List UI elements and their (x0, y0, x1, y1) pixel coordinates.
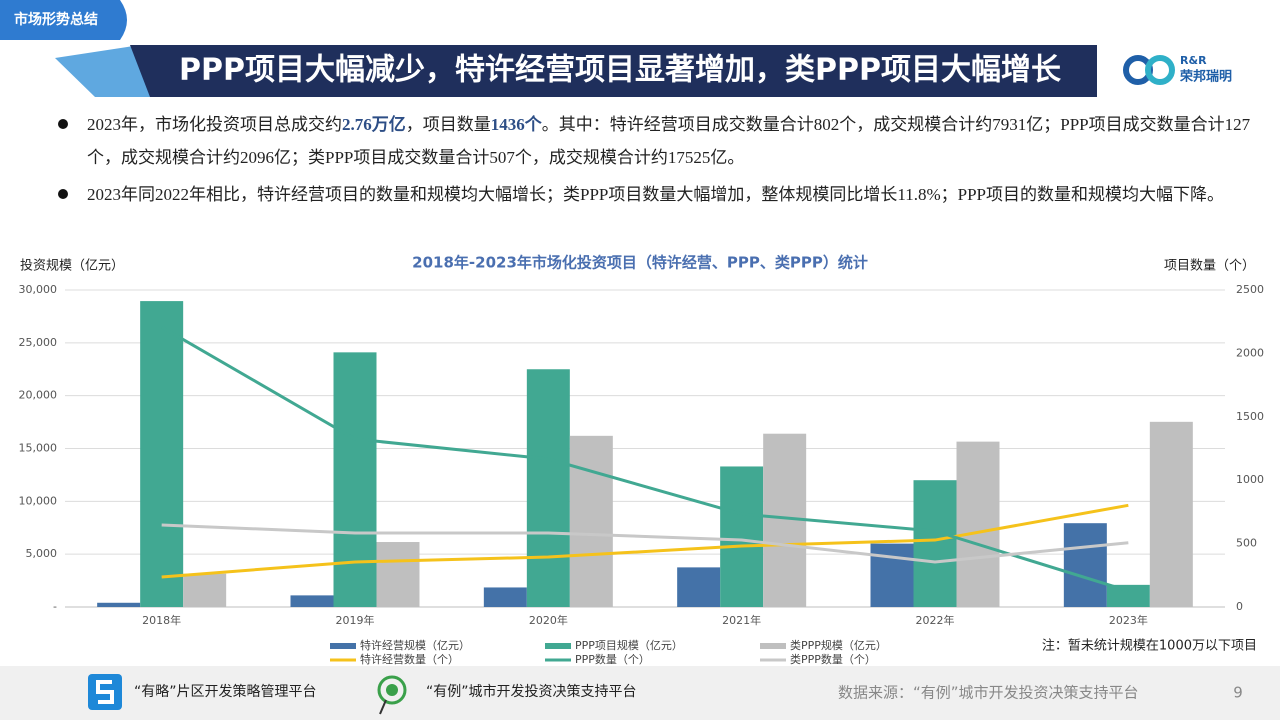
bar (376, 542, 420, 607)
y2-tick-label: 2000 (1236, 346, 1264, 359)
bar (333, 352, 377, 607)
legend-swatch (545, 643, 571, 649)
bullet: 2023年同2022年相比，特许经营项目的数量和规模均大幅增长；类PPP项目数量… (55, 178, 1255, 211)
bullet-text: 。其中：特许经营项目成交数量合计802个，成交规模合计约7931亿；PPP项目成… (87, 115, 1251, 167)
footer-platform: “有略”片区开发策略管理平台 (134, 683, 317, 700)
x-tick-label: 2021年 (722, 613, 761, 627)
y2-axis-label: 项目数量（个） (1164, 259, 1255, 274)
line (161, 523, 1129, 564)
page-number: 9 (1233, 684, 1243, 702)
chart: - 5,000 10,000 15,000 20,000 25,000 30,000 0 500… (19, 283, 1265, 666)
legend-label: 类PPP数量（个） (790, 652, 876, 666)
bullet: 2023年，市场化投资项目总成交约2.76万亿，项目数量1436个。其中：特许经… (55, 108, 1255, 174)
y-tick-label: 20,000 (19, 389, 58, 402)
x-tick-label: 2022年 (916, 613, 955, 627)
bar (677, 567, 721, 607)
logo-ring (1145, 55, 1175, 85)
bar (956, 441, 1000, 607)
bar (140, 301, 184, 607)
bullet-text: 2023年同2022年相比，特许经营项目的数量和规模均大幅增长；类PPP项目数量… (87, 185, 1225, 204)
logo-text: 荣邦瑞明 (1179, 69, 1232, 85)
bullet-text: 2023年，市场化投资项目总成交约 (87, 115, 342, 134)
bullet-emphasis: 2.76万亿 (342, 115, 406, 134)
y2-tick-label: 1500 (1236, 410, 1264, 423)
y2-tick-label: 0 (1236, 600, 1243, 613)
chart-note: 注：暂未统计规模在1000万以下项目 (1042, 639, 1257, 654)
bar (97, 602, 141, 607)
legend-label: 特许经营规模（亿元） (360, 638, 470, 652)
x-tick-label: 2020年 (529, 613, 568, 627)
bullet-emphasis: 1436个 (490, 115, 542, 134)
bar (483, 587, 527, 607)
y-tick-label: 15,000 (19, 442, 58, 455)
slide-title: PPP项目大幅减少，特许经营项目显著增加，类PPP项目大幅增长 (179, 53, 1061, 88)
footer-platform: “有例”城市开发投资决策支持平台 (426, 683, 637, 700)
line (161, 503, 1129, 579)
tab-bg (0, 0, 127, 40)
bar (1106, 584, 1150, 607)
bar (1063, 523, 1107, 607)
legend-label: 特许经营数量（个） (360, 652, 459, 666)
logo-text: R&R (1180, 54, 1207, 67)
bullet-text: ，项目数量 (405, 115, 491, 134)
bar (720, 466, 764, 607)
footer-icon-glyph (96, 680, 114, 704)
bullet-list: 2023年，市场化投资项目总成交约2.76万亿，项目数量1436个。其中：特许经… (55, 108, 1255, 215)
footer-icon (377, 675, 407, 705)
y-tick-label: 10,000 (19, 494, 58, 507)
line (160, 325, 1129, 593)
bar (183, 573, 227, 607)
y-axis-label: 投资规模（亿元） (20, 258, 124, 274)
bar (913, 480, 957, 607)
legend-label: PPP数量（个） (575, 653, 650, 666)
bar (1149, 421, 1193, 607)
y-tick-label: 5,000 (26, 547, 58, 560)
footer-bg (0, 666, 1280, 720)
bar (569, 435, 613, 607)
legend-swatch (760, 643, 786, 649)
bar (870, 543, 914, 607)
y-tick-label: - (53, 600, 57, 613)
tab-text: 市场形势总结 (14, 11, 98, 28)
x-tick-label: 2018年 (142, 613, 181, 627)
y-tick-label: 30,000 (19, 283, 58, 296)
banner-bg (130, 45, 1097, 97)
footer-icon (379, 699, 387, 715)
legend-label: PPP项目规模（亿元） (575, 638, 683, 652)
legend-label: 类PPP规模（亿元） (790, 638, 887, 652)
bar (290, 595, 334, 607)
footer-icon (386, 684, 398, 696)
footer-source: 数据来源：“有例”城市开发投资决策支持平台 (838, 684, 1139, 702)
y2-tick-label: 500 (1236, 537, 1257, 550)
y2-tick-label: 1000 (1236, 473, 1264, 486)
chart-title: 2018年-2023年市场化投资项目（特许经营、PPP、类PPP）统计 (412, 254, 868, 272)
y-tick-label: 25,000 (19, 336, 58, 349)
y2-tick-label: 2500 (1236, 283, 1264, 296)
x-tick-label: 2019年 (336, 613, 375, 627)
bar (526, 369, 570, 607)
x-tick-label: 2023年 (1109, 613, 1148, 627)
legend-swatch (330, 643, 356, 649)
